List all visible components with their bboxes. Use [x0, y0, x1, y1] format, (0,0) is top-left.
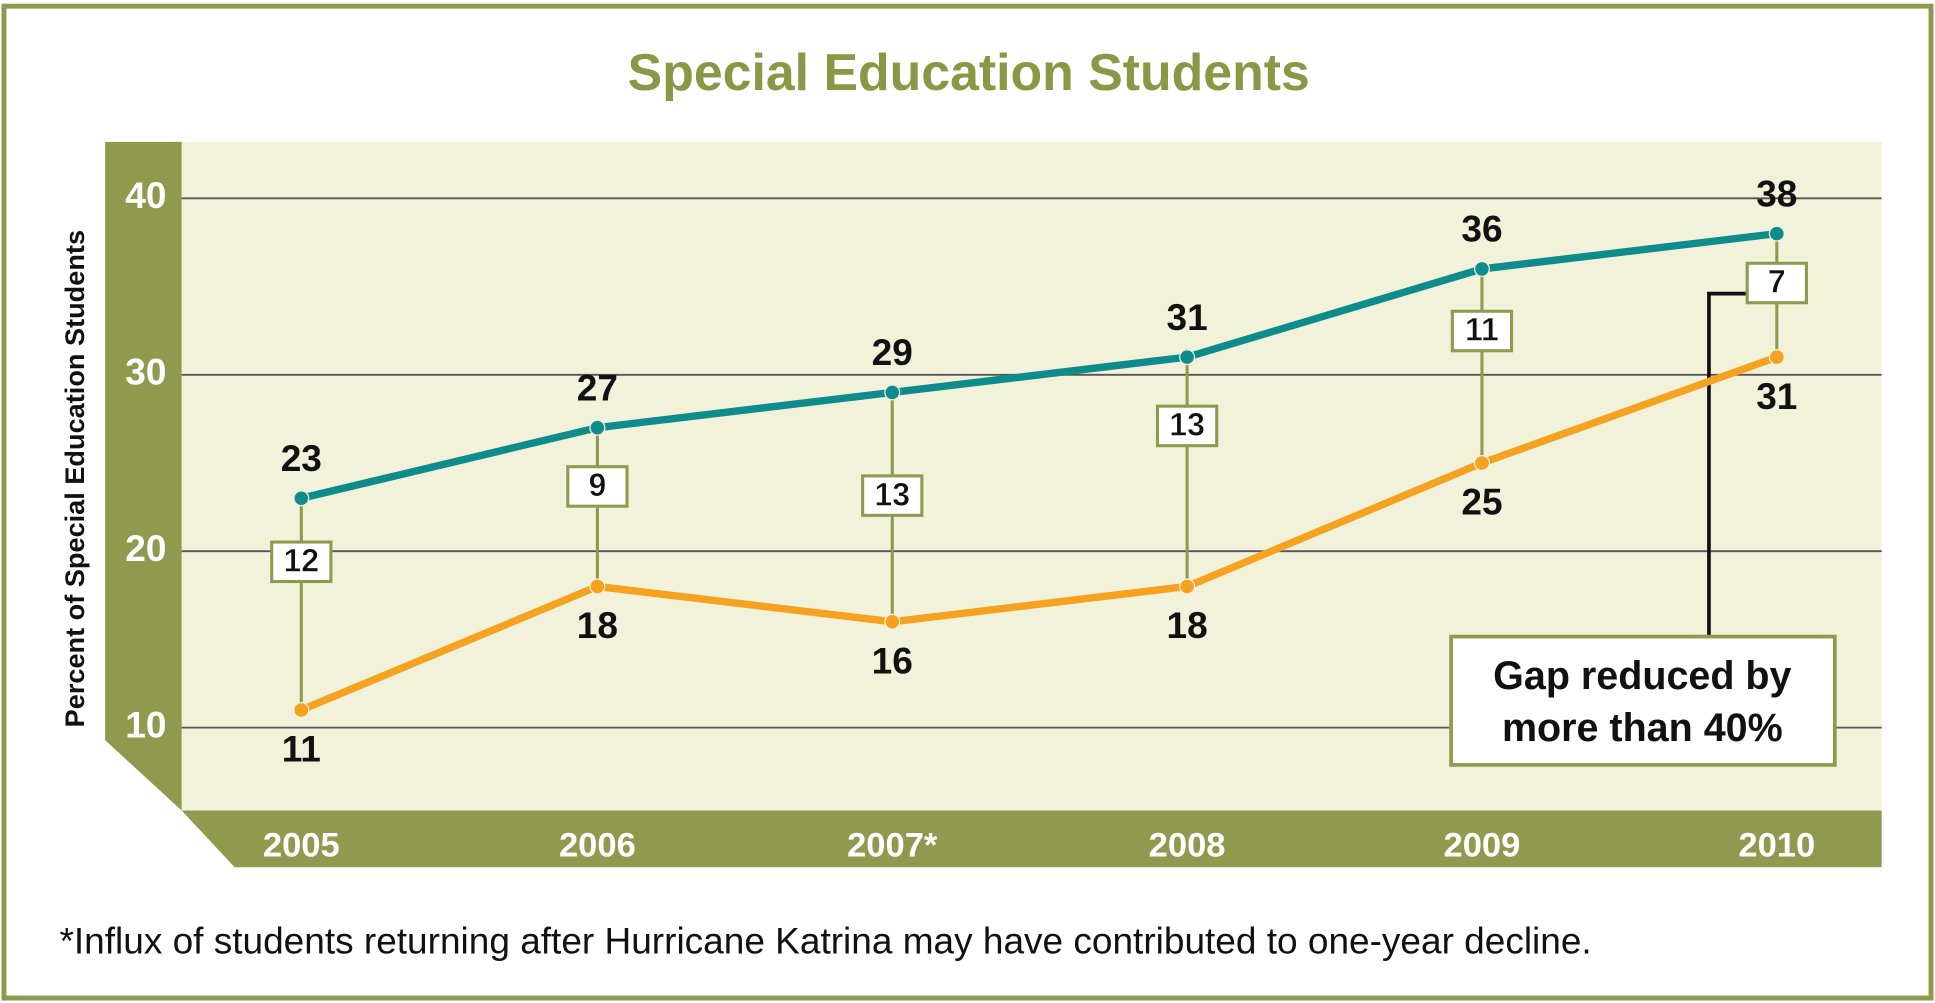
series-line	[299, 353, 1779, 714]
gap-box	[1450, 309, 1514, 353]
annotation: Gap reduced by	[1493, 654, 1791, 698]
gap-box	[270, 540, 333, 584]
x-tick-label: 2008	[1149, 827, 1226, 865]
x-tick-label: 2006	[559, 827, 636, 865]
x-axis-band	[181, 810, 1882, 868]
y-tick-label: 40	[125, 174, 166, 216]
data-label: 27	[577, 366, 618, 408]
data-label: 36	[1461, 208, 1502, 250]
data-point	[1768, 225, 1785, 242]
gap-box	[1745, 261, 1808, 305]
gap-label: 7	[1768, 264, 1786, 300]
data-label: 23	[281, 437, 322, 479]
data-label: 18	[1167, 604, 1208, 646]
annotation-box	[1449, 634, 1837, 767]
data-point	[589, 419, 606, 436]
y-axis-label: Percent of Special Education Students	[59, 230, 90, 727]
data-label: 31	[1167, 296, 1208, 338]
data-point	[293, 701, 310, 718]
data-label: 29	[872, 331, 913, 373]
gap-label: 13	[874, 476, 910, 512]
data-point	[1179, 578, 1196, 595]
data-point	[884, 613, 901, 630]
gap-box	[1155, 404, 1219, 448]
data-label: 11	[282, 728, 321, 770]
footnote: *Influx of students returning after Hurr…	[59, 920, 1591, 962]
data-point	[1179, 349, 1196, 366]
gap-label: 12	[283, 542, 319, 578]
chart-title: Special Education Students	[628, 43, 1310, 101]
y-tick-label: 20	[125, 527, 166, 569]
x-tick-label: 2010	[1738, 827, 1815, 865]
gap-label: 9	[588, 467, 606, 503]
gap-box	[861, 474, 924, 517]
data-label: 31	[1756, 375, 1797, 417]
y-tick-label: 10	[125, 703, 166, 745]
data-point	[1473, 454, 1490, 471]
x-tick-label: 2005	[263, 827, 340, 865]
data-point	[884, 384, 901, 401]
gap-box	[566, 465, 629, 508]
data-label: 16	[872, 639, 913, 681]
data-label: 18	[577, 604, 618, 646]
annotation: more than 40%	[1502, 706, 1783, 750]
data-label: 25	[1461, 481, 1502, 523]
series-line	[300, 229, 1778, 502]
y-tick-label: 30	[125, 351, 166, 393]
gap-label: 11	[1465, 312, 1499, 348]
x-tick-label: 2009	[1444, 827, 1521, 865]
data-label: 38	[1756, 172, 1797, 214]
data-point	[1473, 260, 1490, 277]
data-point	[1768, 349, 1785, 366]
data-point	[589, 578, 606, 595]
x-tick-label: 2007*	[847, 827, 938, 865]
gap-label: 13	[1169, 407, 1205, 443]
y-axis-band	[105, 141, 182, 811]
annotation-connector	[1707, 291, 1746, 636]
data-point	[293, 490, 310, 507]
